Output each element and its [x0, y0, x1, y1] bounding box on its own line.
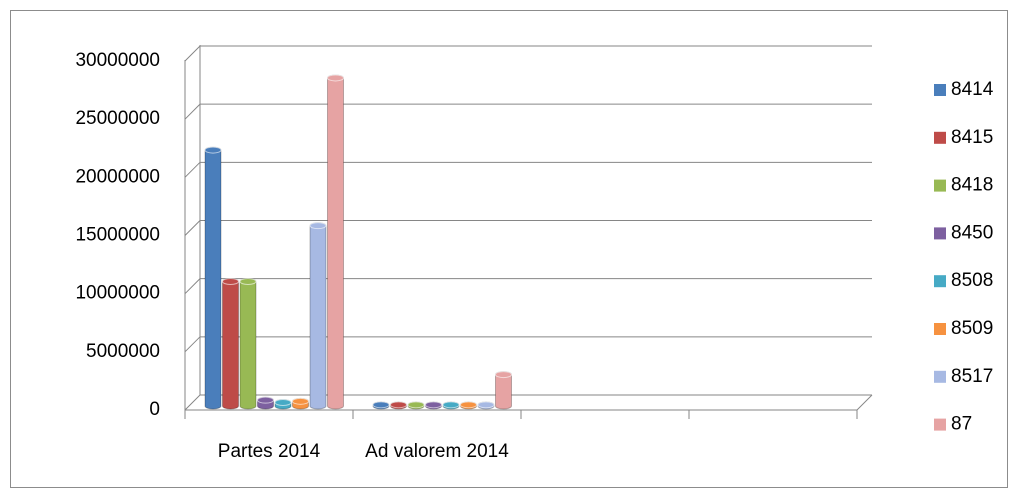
y-tick-label: 5000000 — [86, 341, 160, 362]
bar-top — [327, 74, 344, 82]
chart-border — [10, 10, 1008, 488]
legend-label: 8418 — [951, 175, 993, 196]
x-tick-label: Partes 2014 — [218, 441, 321, 462]
legend-swatch — [934, 370, 946, 383]
bar-top — [257, 396, 274, 404]
bar-top — [407, 401, 425, 409]
bar-top — [442, 401, 460, 409]
legend-label: 8517 — [951, 366, 993, 387]
legend-label: 87 — [951, 414, 972, 435]
legend-swatch — [934, 179, 946, 192]
bar-top — [222, 278, 239, 286]
bar — [222, 278, 239, 410]
bar-top — [274, 399, 292, 407]
bar-top — [390, 401, 407, 409]
y-tick-label: 30000000 — [75, 50, 160, 71]
bar — [327, 74, 344, 410]
bar-top — [239, 278, 257, 286]
bar-top — [460, 401, 477, 409]
bar-top — [425, 401, 442, 409]
grid-line — [184, 220, 872, 236]
legend-swatch — [934, 131, 946, 144]
grid-line — [184, 394, 872, 411]
x-tick-label: Ad valorem 2014 — [365, 441, 509, 462]
legend-swatch — [934, 323, 946, 335]
y-tick-label: 20000000 — [75, 166, 160, 187]
y-tick-label: 15000000 — [75, 225, 160, 246]
bar — [239, 278, 257, 410]
legend-label: 8415 — [951, 127, 993, 148]
legend-swatch — [934, 418, 946, 431]
bar-top — [372, 401, 390, 409]
bar-top — [292, 397, 309, 405]
y-tick-label: 25000000 — [75, 108, 160, 129]
bar — [204, 146, 222, 410]
legend-swatch — [934, 275, 946, 288]
grid-line — [184, 161, 872, 178]
bar-top — [495, 371, 512, 379]
grid-line — [184, 336, 872, 353]
y-tick-label: 0 — [149, 399, 160, 420]
legend-label: 8509 — [951, 318, 993, 339]
grid-line — [184, 278, 872, 295]
legend-label: 8450 — [951, 222, 993, 243]
legend-swatch — [934, 227, 946, 240]
floor-right — [856, 394, 873, 411]
bar-top — [309, 222, 327, 230]
grid-line — [184, 103, 872, 120]
bar-top — [204, 146, 222, 154]
legend-swatch — [934, 84, 946, 96]
bar-top — [477, 401, 495, 409]
legend-label: 8508 — [951, 270, 993, 291]
bar — [309, 222, 327, 410]
legend-label: 8414 — [951, 79, 994, 100]
grid-line — [184, 45, 872, 62]
y-tick-label: 10000000 — [75, 283, 160, 304]
